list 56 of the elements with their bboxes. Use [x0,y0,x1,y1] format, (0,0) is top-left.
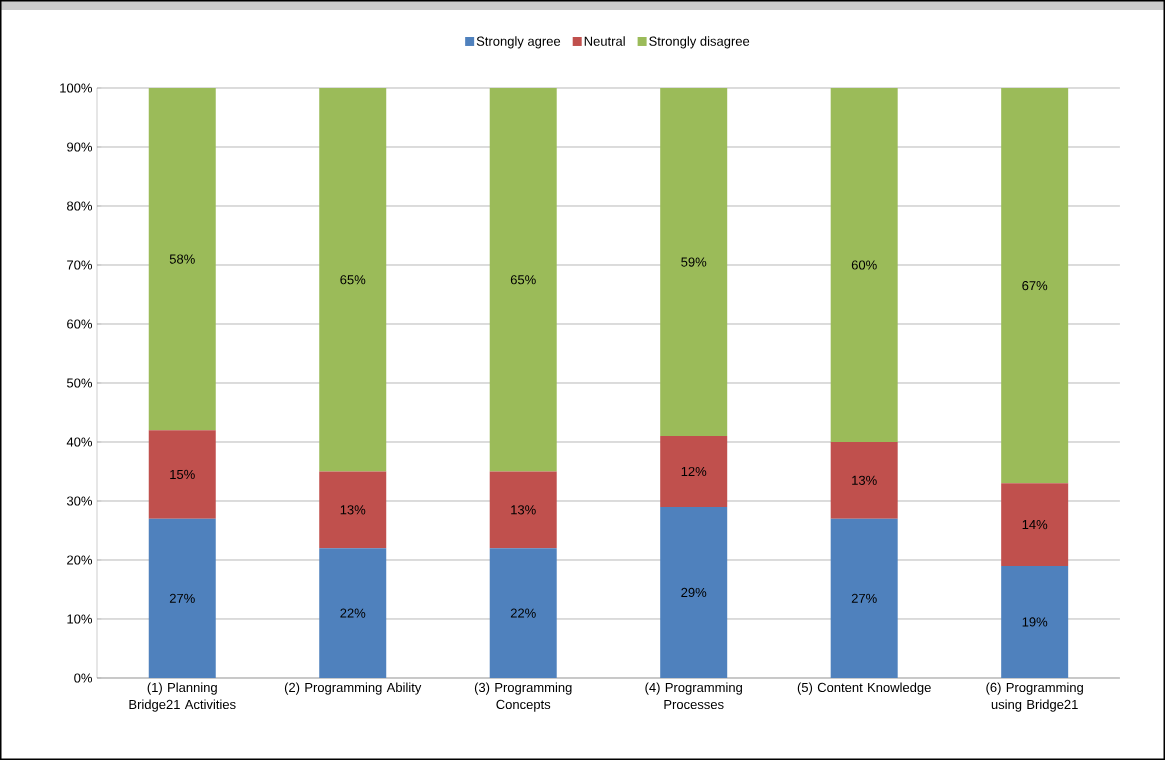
legend-label: Strongly disagree [649,36,750,49]
bar [489,548,557,678]
data-label: 13% [511,505,536,515]
y-tick-label: 90% [67,142,93,152]
data-label: 12% [681,466,707,477]
bar [830,441,898,519]
x-tick-label: (4) Programming Processes [645,682,742,710]
data-label: 65% [340,275,366,285]
bar [660,506,728,678]
bar [148,87,216,431]
bar [319,548,387,678]
data-label: 13% [852,475,877,485]
x-tick-label: (5) Content Knowledge [797,682,931,695]
y-tick-label: 60% [67,319,93,329]
bar [319,471,387,549]
data-label: 65% [510,275,536,285]
bar [830,87,898,442]
y-tick-label: 0% [74,673,93,683]
data-label: 60% [851,260,877,270]
bar [1001,483,1069,566]
bar [830,518,898,678]
x-tick-label: (2) Programming Ability [284,682,422,695]
legend-label: Strongly agree [476,36,561,49]
bar [489,471,557,549]
y-tick-label: 70% [67,260,93,270]
x-tick-label: (1) Planning Bridge21 Activities [129,682,236,712]
x-tick-label: (6) Programming using Bridge21 [986,682,1083,712]
data-label: 29% [681,587,707,598]
y-tick-label: 80% [67,201,93,211]
y-tick-label: 50% [66,378,93,388]
y-tick-label: 40% [66,437,93,447]
y-tick-label: 100% [60,83,93,93]
bar [1001,565,1069,678]
bar [1001,87,1069,484]
y-tick-label: 10% [67,614,93,624]
data-label: 22% [340,608,366,618]
bar [489,87,557,472]
data-label: 14% [1022,520,1048,530]
data-label: 15% [170,469,195,480]
bar [319,87,387,472]
data-label: 22% [510,608,536,618]
data-label: 27% [169,593,195,603]
y-tick-label: 30% [66,496,93,506]
data-label: 59% [681,257,707,267]
x-tick-label: (3) Programming Concepts [474,682,572,712]
bar [148,430,216,519]
data-label: 27% [851,593,877,603]
y-tick-label: 20% [67,555,93,565]
bar [660,87,728,437]
data-label: 67% [1022,281,1048,291]
data-label: 58% [169,254,195,264]
bar [148,518,216,678]
legend-label: Neutral [584,36,625,46]
bar [660,436,728,507]
data-label: 13% [340,505,366,515]
data-label: 19% [1022,617,1048,627]
